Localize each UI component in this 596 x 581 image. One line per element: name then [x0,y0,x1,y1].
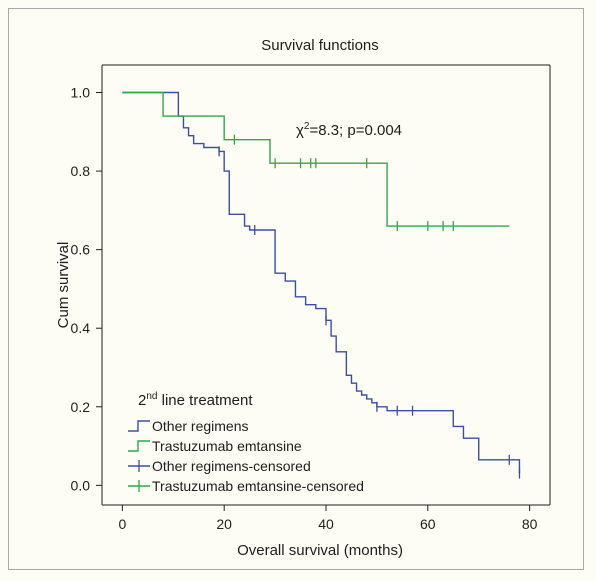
x-axis-label: Overall survival (months) [237,542,403,559]
legend-title-sup: nd [146,391,157,402]
legend-label: Trastuzumab emtansine [152,438,302,454]
x-tick-label: 60 [420,516,436,532]
km-curves [122,91,521,474]
legend-title-rest: line treatment [157,392,253,409]
km-curve-other-regimens [122,91,521,474]
chart-title: Survival functions [261,37,379,54]
stat-annotation: χ2=8.3; p=0.004 [296,121,402,139]
annotation-rest: =8.3; p=0.004 [309,122,402,139]
annotation-sup: 2 [304,121,310,132]
x-tick-label: 0 [118,516,126,532]
y-tick-label: 0.2 [71,399,91,415]
y-tick-label: 0.8 [71,163,91,179]
legend-item: Other regimens-censored [128,458,311,474]
x-tick-label: 40 [318,516,334,532]
y-tick-label: 0.6 [71,242,91,258]
axis-ticks: 0 20 40 60 80 0.0 0.2 0.4 0.6 0.8 1.0 [71,85,538,533]
legend-item: Trastuzumab emtansine-censored [128,478,364,494]
censor-markers [218,134,521,479]
y-tick-label: 0.0 [71,477,91,493]
legend-title-base: 2 [138,392,146,409]
y-tick-label: 1.0 [71,85,91,101]
legend-item: Other regimens [128,418,248,434]
km-curve-trastuzumab-emtansine [122,91,510,227]
legend-label: Other regimens [152,418,248,434]
annotation-base: χ [296,122,304,139]
legend-line-sample [128,440,150,452]
y-axis-label: Cum survival [55,242,72,329]
legend-title: 2nd line treatment [138,391,253,409]
legend-line-sample [128,420,150,432]
legend: Other regimens Trastuzumab emtansine Other… [128,418,364,494]
legend-label: Other regimens-censored [152,458,311,474]
legend-label: Trastuzumab emtansine-censored [152,478,364,494]
x-tick-label: 20 [216,516,232,532]
legend-item: Trastuzumab emtansine [128,438,302,454]
y-tick-label: 0.4 [71,320,91,336]
x-tick-label: 80 [522,516,538,532]
